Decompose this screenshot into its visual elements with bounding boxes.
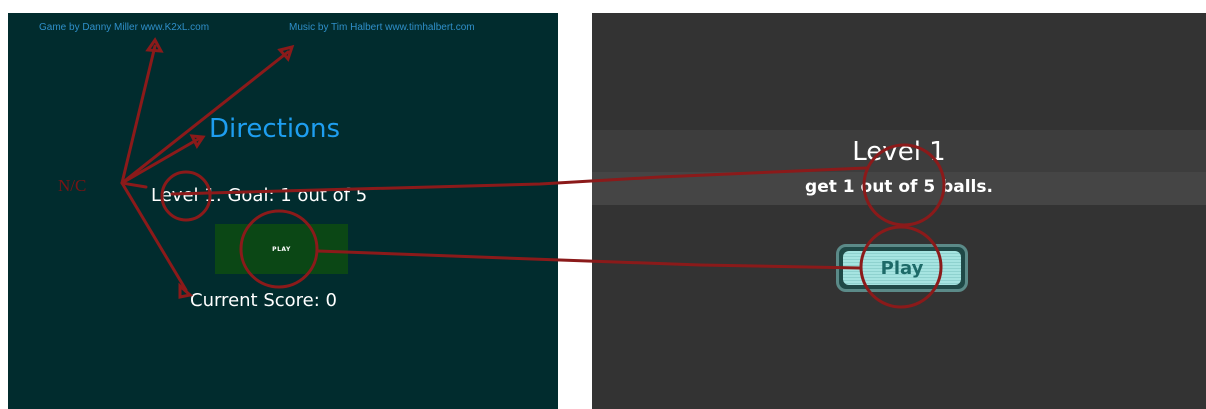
old-directions-screen: Game by Danny Miller www.K2xL.com Music … bbox=[8, 13, 558, 409]
level-goal-text: get 1 out of 5 balls. bbox=[805, 177, 993, 197]
new-play-button[interactable]: Play bbox=[836, 244, 968, 292]
level-title: Level 1 bbox=[852, 137, 946, 167]
old-play-button[interactable]: PLAY bbox=[215, 224, 348, 274]
no-change-annotation-label: N/C bbox=[58, 176, 87, 195]
level-goal-text: Level 1: Goal: 1 out of 5 bbox=[151, 185, 368, 206]
game-credit-text: Game by Danny Miller www.K2xL.com bbox=[39, 22, 210, 33]
new-level-screen: Level 1 get 1 out of 5 balls. Play bbox=[592, 13, 1206, 409]
old-play-button-label: PLAY bbox=[272, 245, 291, 253]
new-play-button-face: Play bbox=[843, 251, 961, 285]
current-score-text: Current Score: 0 bbox=[190, 290, 337, 311]
music-credit-text: Music by Tim Halbert www.timhalbert.com bbox=[289, 22, 475, 33]
new-play-button-label: Play bbox=[880, 257, 924, 279]
directions-title: Directions bbox=[209, 114, 341, 144]
